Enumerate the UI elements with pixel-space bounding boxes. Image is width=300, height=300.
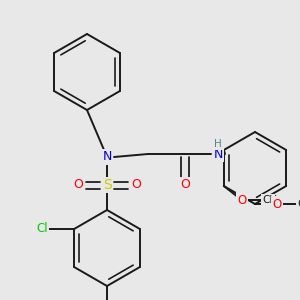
Text: O: O [272, 197, 282, 211]
Text: N: N [213, 148, 223, 160]
Text: O: O [73, 178, 83, 191]
Text: H: H [214, 139, 222, 149]
Text: O: O [131, 178, 141, 191]
Text: CH₃: CH₃ [297, 199, 300, 209]
Text: O: O [180, 178, 190, 191]
Text: N: N [102, 151, 112, 164]
Text: CH₃: CH₃ [262, 195, 281, 205]
Text: O: O [237, 194, 246, 206]
Text: Cl: Cl [36, 223, 48, 236]
Text: S: S [103, 178, 111, 192]
